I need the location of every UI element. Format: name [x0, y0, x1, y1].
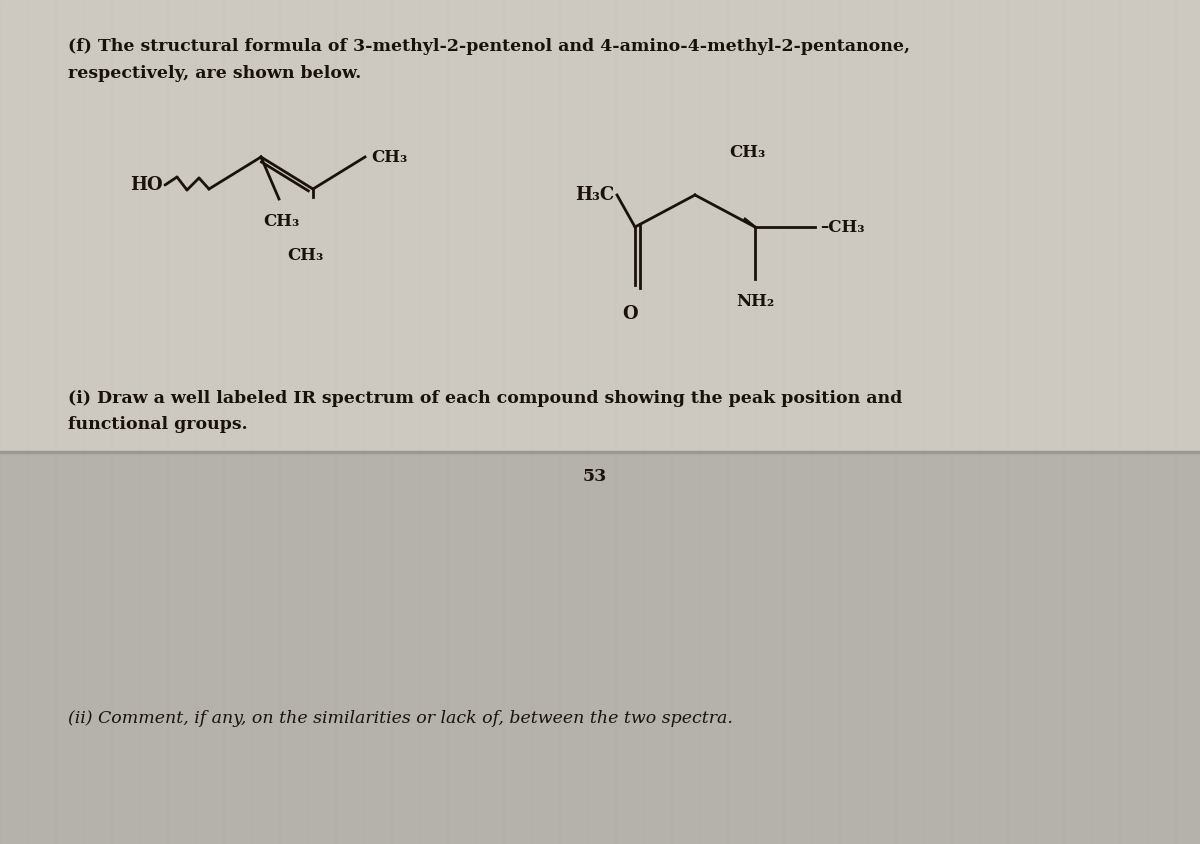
Text: –CH₃: –CH₃	[820, 219, 864, 235]
Text: HO: HO	[130, 176, 163, 194]
Text: H₃C: H₃C	[575, 186, 614, 204]
Text: (f) The structural formula of 3-methyl-2-pentenol and 4-amino-4-methyl-2-pentano: (f) The structural formula of 3-methyl-2…	[68, 38, 910, 55]
Text: O: O	[622, 305, 638, 323]
Text: functional groups.: functional groups.	[68, 416, 247, 433]
Text: CH₃: CH₃	[287, 247, 323, 264]
Text: CH₃: CH₃	[728, 144, 766, 161]
Text: respectively, are shown below.: respectively, are shown below.	[68, 65, 361, 82]
Text: (i) Draw a well labeled IR spectrum of each compound showing the peak position a: (i) Draw a well labeled IR spectrum of e…	[68, 390, 902, 407]
Text: CH₃: CH₃	[263, 213, 299, 230]
Text: 53: 53	[583, 468, 607, 485]
Bar	[0, 0, 1200, 452]
Text: NH₂: NH₂	[736, 293, 774, 310]
Text: (ii) Comment, if any, on the similarities or lack of, between the two spectra.: (ii) Comment, if any, on the similaritie…	[68, 710, 733, 727]
Bar	[0, 452, 1200, 844]
Text: CH₃: CH₃	[371, 149, 407, 165]
